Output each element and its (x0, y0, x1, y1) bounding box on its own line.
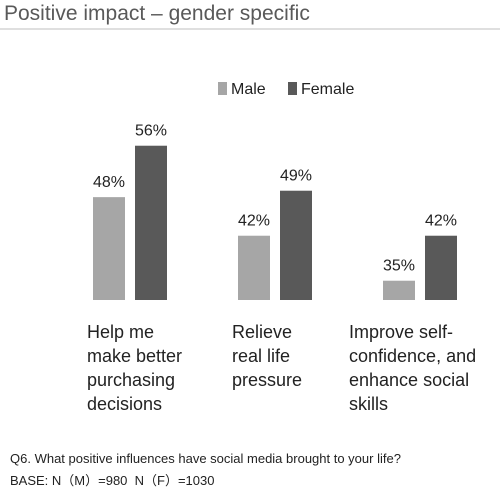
bar (383, 280, 415, 300)
legend-swatch (218, 82, 227, 95)
x-tick-label: Improve self- confidence, and enhance so… (349, 322, 477, 414)
value-label: 35% (383, 258, 415, 275)
bar (135, 145, 167, 300)
bar (280, 190, 312, 300)
chart-title: Positive impact – gender specific (4, 2, 310, 25)
x-tick-label: Help me make better purchasing decisions (87, 322, 183, 414)
footnote: Q6. What positive influences have social… (10, 451, 401, 466)
legend-label: Male (231, 81, 266, 98)
legend-label: Female (301, 81, 354, 98)
value-label: 48% (93, 174, 125, 191)
value-label: 42% (425, 213, 457, 230)
x-tick-label: Relieve real life pressure (232, 322, 303, 390)
value-label: 49% (280, 168, 312, 185)
bar (425, 235, 457, 300)
legend-swatch (288, 82, 297, 95)
footnote: BASE: N（M）=980 N（F）=1030 (10, 473, 215, 488)
bar (238, 235, 270, 300)
value-label: 42% (238, 213, 270, 230)
value-label: 56% (135, 123, 167, 140)
bar (93, 197, 125, 300)
